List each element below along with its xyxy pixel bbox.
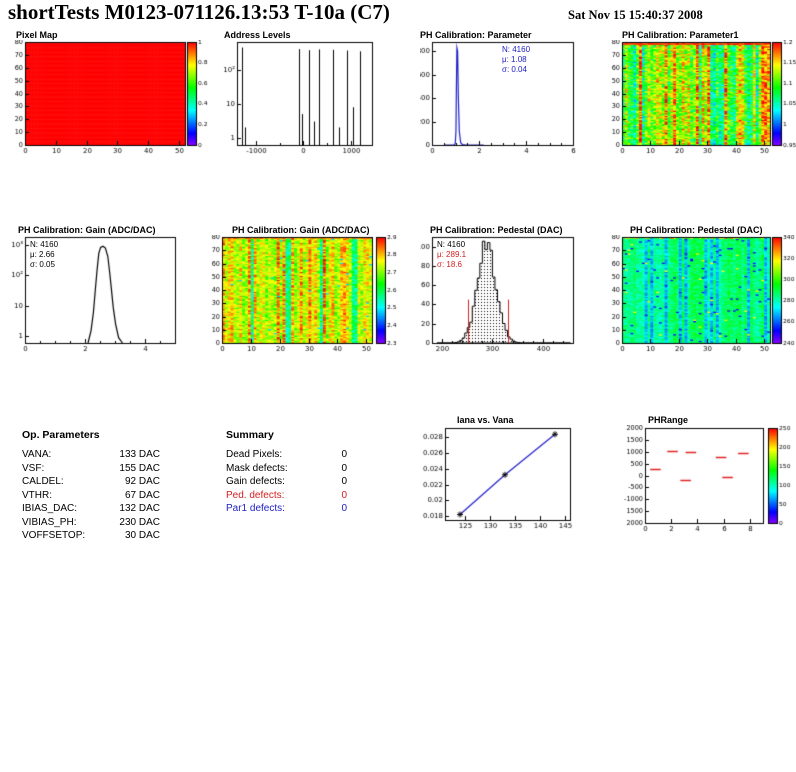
- summary-value: 0: [341, 503, 347, 514]
- op-param-value: 67 DAC: [124, 489, 160, 501]
- chart-title-ph-range: PHRange: [648, 415, 689, 425]
- op-parameters-title: Op. Parameters: [22, 429, 100, 441]
- op-param-value: 230 DAC: [119, 516, 160, 528]
- chart-title-iana-vana: Iana vs. Vana: [457, 415, 514, 425]
- chart-title-pedestal-hist: PH Calibration: Pedestal (DAC): [430, 225, 563, 235]
- stats-line: N: 4160: [502, 45, 531, 54]
- summary-block: Summary Dead Pixels: 0 Mask defects: 0 Gai…: [226, 429, 347, 518]
- stats-line: N: 4160: [30, 240, 59, 249]
- op-param-value: 155 DAC: [119, 462, 160, 474]
- summary-value: 0: [341, 462, 347, 474]
- chart-title-gain-hist: PH Calibration: Gain (ADC/DAC): [18, 225, 156, 235]
- op-param-label: IBIAS_DAC:: [22, 503, 78, 514]
- chart-title-pedestal-map: PH Calibration: Pedestal (DAC): [630, 225, 763, 235]
- op-parameter-row: VTHR: 67 DAC: [22, 489, 160, 502]
- summary-row: Par1 defects: 0: [226, 503, 347, 515]
- stats-line: σ: 0.05: [30, 260, 55, 269]
- op-param-value: 132 DAC: [119, 503, 160, 514]
- op-param-value: 92 DAC: [124, 476, 160, 487]
- summary-value: 0: [341, 449, 347, 460]
- iana-vs-vana-chart: [418, 425, 578, 537]
- summary-row: Mask defects: 0: [226, 462, 347, 475]
- op-param-label: VOFFSETOP:: [22, 530, 86, 541]
- chart-title-ph-parameter: PH Calibration: Parameter: [420, 30, 532, 40]
- chart-title-pixel-map: Pixel Map: [16, 30, 58, 40]
- gain-hist-chart: [8, 235, 198, 357]
- summary-title: Summary: [226, 429, 274, 441]
- summary-row: Gain defects: 0: [226, 476, 347, 488]
- stats-line: σ: 0.04: [502, 65, 527, 74]
- op-parameter-row: CALDEL: 92 DAC: [22, 476, 160, 488]
- op-param-value: 133 DAC: [119, 449, 160, 460]
- op-param-label: VANA:: [22, 449, 52, 460]
- summary-label: Dead Pixels:: [226, 449, 283, 460]
- op-parameter-row: VOFFSETOP: 30 DAC: [22, 530, 160, 542]
- ph-range-chart: [608, 425, 796, 537]
- op-parameter-row: VSF: 155 DAC: [22, 462, 160, 475]
- op-param-label: VSF:: [22, 462, 45, 474]
- gain-hist-stats: N: 4160 μ: 2.66 σ: 0.05: [30, 240, 58, 270]
- summary-label: Par1 defects:: [226, 503, 285, 514]
- ph-parameter1-map-chart: [608, 40, 796, 158]
- pedestal-hist-chart: [420, 235, 580, 357]
- summary-label: Gain defects:: [226, 476, 285, 487]
- pixel-map-chart: [8, 40, 220, 158]
- summary-label: Ped. defects:: [226, 489, 285, 501]
- page-title: shortTests M0123-071126.13:53 T-10a (C7): [8, 0, 390, 24]
- ph-parameter-chart: [420, 40, 580, 158]
- pedestal-map-chart: [608, 235, 796, 357]
- address-levels-chart: [222, 40, 382, 158]
- op-param-label: VTHR:: [22, 489, 52, 501]
- stats-line: μ: 289.1: [437, 250, 467, 259]
- op-parameter-row: VIBIAS_PH: 230 DAC: [22, 516, 160, 529]
- op-parameters-block: Op. Parameters VANA: 133 DAC VSF: 155 DAC …: [22, 429, 160, 545]
- summary-value: 0: [341, 489, 347, 501]
- stats-line: σ: 18.6: [437, 260, 462, 269]
- stats-line: μ: 2.66: [30, 250, 55, 259]
- ph-parameter-stats: N: 4160 μ: 1.08 σ: 0.04: [502, 45, 530, 75]
- summary-row: Dead Pixels: 0: [226, 449, 347, 461]
- summary-label: Mask defects:: [226, 462, 288, 474]
- gain-map-chart: [210, 235, 400, 357]
- op-param-label: VIBIAS_PH:: [22, 516, 77, 528]
- chart-title-gain-map: PH Calibration: Gain (ADC/DAC): [232, 225, 370, 235]
- op-param-label: CALDEL:: [22, 476, 64, 487]
- op-parameter-row: IBIAS_DAC: 132 DAC: [22, 503, 160, 515]
- timestamp: Sat Nov 15 15:40:37 2008: [568, 8, 703, 22]
- summary-value: 0: [341, 476, 347, 487]
- op-param-value: 30 DAC: [124, 530, 160, 541]
- pedestal-hist-stats: N: 4160 μ: 289.1 σ: 18.6: [437, 240, 466, 270]
- chart-title-ph-parameter1: PH Calibration: Parameter1: [622, 30, 739, 40]
- stats-line: N: 4160: [437, 240, 466, 249]
- chart-title-address-levels: Address Levels: [224, 30, 291, 40]
- summary-row: Ped. defects: 0: [226, 489, 347, 502]
- op-parameter-row: VANA: 133 DAC: [22, 449, 160, 461]
- stats-line: μ: 1.08: [502, 55, 527, 64]
